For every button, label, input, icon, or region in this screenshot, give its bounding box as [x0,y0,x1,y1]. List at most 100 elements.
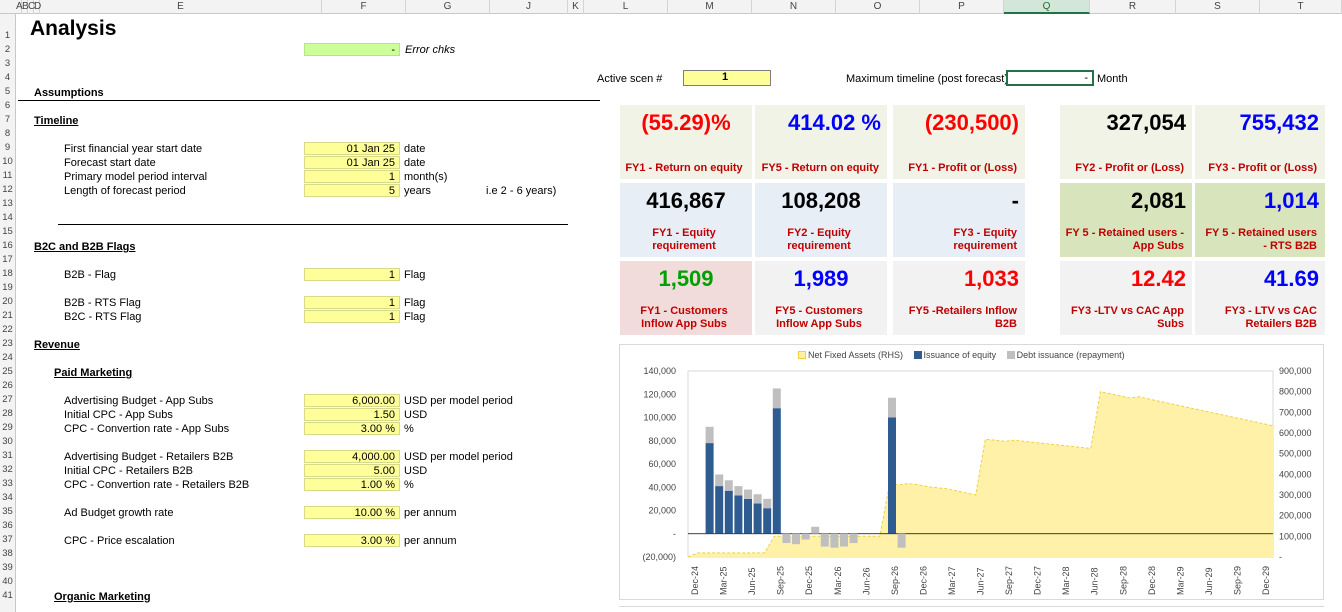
row-header-16[interactable]: 16 [2,240,13,251]
row-header-4[interactable]: 4 [4,72,11,83]
revenue-row-input[interactable]: 3.00 % [304,422,400,435]
kpi-label: FY3 -LTV vs CAC App Subs [1070,305,1184,330]
column-header-j[interactable]: J [490,0,568,14]
timeline-row-input[interactable]: 1 [304,170,400,183]
column-header-p[interactable]: P [920,0,1004,14]
row-header-8[interactable]: 8 [4,128,11,139]
column-header-f[interactable]: F [322,0,406,14]
column-header-q[interactable]: Q [1004,0,1090,14]
kpi-tile[interactable]: - FY3 - Equity requirement [893,183,1025,257]
kpi-tile[interactable]: (230,500) FY1 - Profit or (Loss) [893,105,1025,179]
debt-bar [724,480,733,491]
row-header-11[interactable]: 11 [2,170,13,181]
row-header-5[interactable]: 5 [4,86,11,97]
timeline-row-input[interactable]: 01 Jan 25 [304,142,400,155]
x-tick: Jun-26 [861,567,871,595]
column-header-e[interactable]: E [40,0,322,14]
row-header-17[interactable]: 17 [2,254,13,265]
funding-chart[interactable]: Net Fixed Assets (RHS) Issuance of equit… [619,344,1324,600]
column-header-o[interactable]: O [836,0,920,14]
row-header-13[interactable]: 13 [2,198,13,209]
row-header-33[interactable]: 33 [2,478,13,489]
row-header-40[interactable]: 40 [2,576,13,587]
row-header-29[interactable]: 29 [2,422,13,433]
kpi-tile[interactable]: 1,014 FY 5 - Retained users - RTS B2B [1195,183,1325,257]
x-tick: Dec-28 [1147,566,1157,595]
flag-row-input[interactable]: 1 [304,296,400,309]
column-header-b[interactable]: B [22,0,29,14]
row-header-15[interactable]: 15 [2,226,13,237]
column-header-l[interactable]: L [584,0,668,14]
row-header-14[interactable]: 14 [2,212,13,223]
kpi-tile[interactable]: 2,081 FY 5 - Retained users - App Subs [1060,183,1192,257]
row-header-12[interactable]: 12 [2,184,13,195]
column-header-r[interactable]: R [1090,0,1176,14]
row-header-19[interactable]: 19 [2,282,13,293]
row-header-39[interactable]: 39 [2,562,13,573]
kpi-tile[interactable]: 755,432 FY3 - Profit or (Loss) [1195,105,1325,179]
column-header-d[interactable]: D [34,0,42,14]
row-header-24[interactable]: 24 [2,352,13,363]
row-header-21[interactable]: 21 [2,310,13,321]
column-header-a[interactable]: A [16,0,23,14]
row-header-36[interactable]: 36 [2,520,13,531]
column-header-n[interactable]: N [752,0,836,14]
kpi-tile[interactable]: 108,208 FY2 - Equity requirement [755,183,887,257]
revenue-row-label: Advertising Budget - Retailers B2B [64,451,234,463]
row-header-28[interactable]: 28 [2,408,13,419]
row-header-32[interactable]: 32 [2,464,13,475]
kpi-tile[interactable]: 414.02 % FY5 - Return on equity [755,105,887,179]
active-scen-input[interactable]: 1 [683,70,771,86]
row-header-7[interactable]: 7 [4,114,11,125]
kpi-tile[interactable]: 1,033 FY5 -Retailers Inflow B2B [893,261,1025,335]
column-header-k[interactable]: K [568,0,584,14]
revenue-row-input[interactable]: 1.50 [304,408,400,421]
row-header-9[interactable]: 9 [4,142,11,153]
row-header-18[interactable]: 18 [2,268,13,279]
kpi-tile[interactable]: (55.29)% FY1 - Return on equity [620,105,752,179]
row-header-2[interactable]: 2 [4,44,11,55]
row-header-26[interactable]: 26 [2,380,13,391]
column-header-t[interactable]: T [1260,0,1342,14]
flag-row-input[interactable]: 1 [304,310,400,323]
kpi-tile[interactable]: 327,054 FY2 - Profit or (Loss) [1060,105,1192,179]
row-header-3[interactable]: 3 [4,58,11,69]
row-header-20[interactable]: 20 [2,296,13,307]
kpi-tile[interactable]: 1,989 FY5 - Customers Inflow App Subs [755,261,887,335]
kpi-tile[interactable]: 1,509 FY1 - Customers Inflow App Subs [620,261,752,335]
x-tick: Dec-25 [804,566,814,595]
revenue-row-input[interactable]: 3.00 % [304,534,400,547]
max-timeline-input[interactable]: - [1006,70,1094,86]
row-header-34[interactable]: 34 [2,492,13,503]
timeline-row-input[interactable]: 01 Jan 25 [304,156,400,169]
error-check-cell[interactable]: - [304,43,400,56]
row-header-30[interactable]: 30 [2,436,13,447]
flag-row-input[interactable]: 1 [304,268,400,281]
row-header-1[interactable]: 1 [4,30,11,41]
chart-legend: Net Fixed Assets (RHS) Issuance of equit… [790,350,1125,360]
timeline-row-input[interactable]: 5 [304,184,400,197]
revenue-row-input[interactable]: 10.00 % [304,506,400,519]
row-header-27[interactable]: 27 [2,394,13,405]
column-header-c[interactable]: C [28,0,36,14]
row-header-23[interactable]: 23 [2,338,13,349]
row-header-37[interactable]: 37 [2,534,13,545]
row-header-41[interactable]: 41 [2,590,13,601]
kpi-tile[interactable]: 416,867 FY1 - Equity requirement [620,183,752,257]
row-header-35[interactable]: 35 [2,506,13,517]
row-header-10[interactable]: 10 [2,156,13,167]
revenue-row-input[interactable]: 5.00 [304,464,400,477]
row-header-22[interactable]: 22 [2,324,13,335]
column-header-s[interactable]: S [1176,0,1260,14]
kpi-tile[interactable]: 12.42 FY3 -LTV vs CAC App Subs [1060,261,1192,335]
revenue-row-input[interactable]: 6,000.00 [304,394,400,407]
column-header-g[interactable]: G [406,0,490,14]
row-header-31[interactable]: 31 [2,450,13,461]
revenue-row-input[interactable]: 1.00 % [304,478,400,491]
row-header-38[interactable]: 38 [2,548,13,559]
kpi-tile[interactable]: 41.69 FY3 - LTV vs CAC Retailers B2B [1195,261,1325,335]
row-header-25[interactable]: 25 [2,366,13,377]
row-header-6[interactable]: 6 [4,100,11,111]
column-header-m[interactable]: M [668,0,752,14]
revenue-row-input[interactable]: 4,000.00 [304,450,400,463]
